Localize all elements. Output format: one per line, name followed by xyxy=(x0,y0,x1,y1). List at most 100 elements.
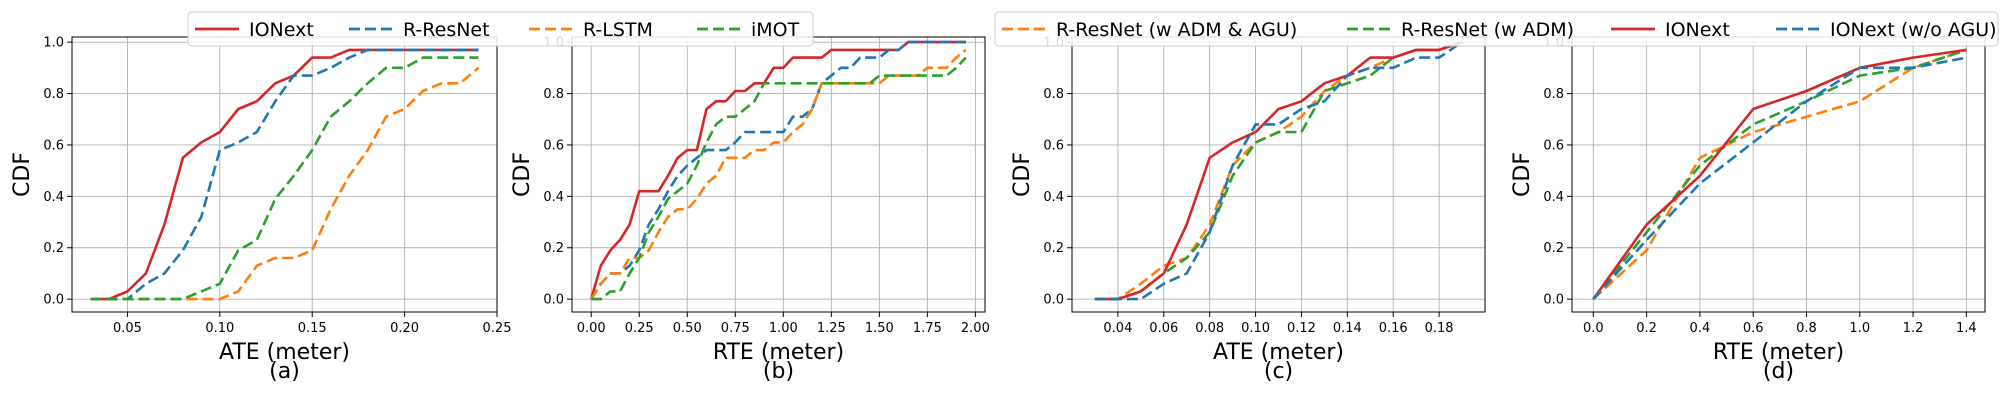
series-line-r-resnet-w-adm-agu xyxy=(1094,40,1463,301)
series-line-imot xyxy=(90,56,479,301)
legend-box xyxy=(187,11,814,47)
x-tick-label: 1.50 xyxy=(865,321,894,336)
panel-label: (b) xyxy=(763,359,794,384)
legend-item-label: R-LSTM xyxy=(583,19,653,41)
x-tick-label: 0.25 xyxy=(625,321,654,336)
y-tick-label: 0.4 xyxy=(1043,190,1064,205)
x-axis-label: RTE (meter) xyxy=(713,340,844,365)
x-tick-label: 0.00 xyxy=(577,321,606,336)
y-tick-label: 0.6 xyxy=(1043,138,1064,153)
y-tick-label: 1.0 xyxy=(43,36,64,51)
y-tick-label: 0.2 xyxy=(1543,241,1564,256)
legend-item-label: IONext xyxy=(1665,19,1730,41)
series-line-r-resnet-w-adm-agu xyxy=(1592,48,1967,301)
x-tick-label: 1.2 xyxy=(1903,321,1924,336)
y-axis-label: CDF xyxy=(510,152,535,197)
y-tick-label: 0.2 xyxy=(43,241,64,256)
x-tick-label: 0.15 xyxy=(298,321,327,336)
series-line-ionext xyxy=(589,40,966,300)
legend-item-label: R-ResNet xyxy=(403,19,490,41)
x-tick-label: 0.0 xyxy=(1583,321,1604,336)
y-axis-label: CDF xyxy=(10,152,35,197)
legend-item-label: IONext (w/o AGU) xyxy=(1830,19,1997,41)
x-tick-label: 1.4 xyxy=(1956,321,1977,336)
y-tick-label: 0.0 xyxy=(43,293,64,308)
x-tick-label: 0.4 xyxy=(1690,321,1711,336)
axes-frame xyxy=(571,36,986,313)
panel-label: (d) xyxy=(1763,359,1794,384)
x-tick-label: 0.6 xyxy=(1743,321,1764,336)
legend-item-label: iMOT xyxy=(751,19,800,41)
legend-item-label: R-ResNet (w ADM & AGU) xyxy=(1056,19,1297,41)
y-tick-label: 0.0 xyxy=(1043,293,1064,308)
x-tick-label: 0.75 xyxy=(721,321,750,336)
x-tick-label: 1.0 xyxy=(1849,321,1870,336)
panel-d: 0.00.20.40.60.81.01.21.40.00.20.40.60.81… xyxy=(1510,36,1986,384)
series-line-ionext-w-o-agu xyxy=(1094,41,1463,301)
series-line-imot xyxy=(591,56,967,301)
y-axis-label: CDF xyxy=(1510,152,1535,197)
x-tick-label: 0.05 xyxy=(113,321,142,336)
y-tick-label: 0.2 xyxy=(543,241,564,256)
series-group xyxy=(1094,40,1463,301)
series-line-r-lstm xyxy=(590,48,967,300)
panel-label: (c) xyxy=(1264,359,1293,384)
x-tick-label: 0.2 xyxy=(1636,321,1657,336)
y-tick-label: 0.2 xyxy=(1043,241,1064,256)
x-axis-label: ATE (meter) xyxy=(1213,340,1344,365)
y-tick-label: 0.0 xyxy=(1543,293,1564,308)
x-tick-label: 0.25 xyxy=(483,321,512,336)
y-tick-label: 0.8 xyxy=(1043,87,1064,102)
panel-b: 0.00 0.25 0.50 0.75 1.00 1.25 1.50 1.75 2.00 0.0 0… xyxy=(510,36,990,384)
series-line-ionext xyxy=(1094,40,1463,301)
panel-label: (a) xyxy=(269,359,300,384)
x-tick-label: 0.14 xyxy=(1333,321,1362,336)
series-group xyxy=(1592,48,1967,301)
series-line-r-resnet-w-adm xyxy=(1592,48,1967,300)
x-tick-label: 0.50 xyxy=(673,321,702,336)
x-tick-label: 1.00 xyxy=(769,321,798,336)
x-tick-label: 2.00 xyxy=(961,321,990,336)
x-tick-label: 0.12 xyxy=(1287,321,1316,336)
x-tick-label: 0.16 xyxy=(1379,321,1408,336)
legend-box xyxy=(994,11,1999,47)
legend-item-label: IONext xyxy=(249,19,314,41)
legend-2: R-ResNet (w ADM & AGU) R-ResNet (w ADM) IO… xyxy=(994,11,1999,47)
y-tick-label: 0.8 xyxy=(1543,87,1564,102)
x-tick-label: 0.20 xyxy=(390,321,419,336)
series-line-ionext xyxy=(1592,48,1967,300)
y-tick-label: 0.8 xyxy=(543,87,564,102)
x-tick-label: 0.08 xyxy=(1195,321,1224,336)
series-line-ionext-w-o-agu xyxy=(1592,56,1967,300)
y-tick-label: 0.6 xyxy=(43,138,64,153)
x-tick-label: 0.18 xyxy=(1425,321,1454,336)
panel-a: 0.05 0.10 0.15 0.20 0.25 0.0 0.2 0.4 0.6 0.8 1.0 AT… xyxy=(10,36,511,384)
y-tick-label: 0.0 xyxy=(543,293,564,308)
x-tick-label: 1.25 xyxy=(817,321,846,336)
y-tick-label: 0.8 xyxy=(43,87,64,102)
axes-frame xyxy=(1071,36,1486,313)
x-tick-label: 0.04 xyxy=(1103,321,1132,336)
series-group xyxy=(90,48,480,301)
y-tick-label: 0.4 xyxy=(43,190,64,205)
panel-c: 0.04 0.06 0.08 0.10 0.12 0.14 0.16 0.18 0.0 0.2 0.… xyxy=(1010,36,1486,384)
x-tick-label: 0.8 xyxy=(1796,321,1817,336)
series-line-r-resnet-w-adm xyxy=(1094,40,1463,301)
x-tick-label: 0.10 xyxy=(1241,321,1270,336)
y-tick-label: 0.6 xyxy=(543,138,564,153)
y-tick-label: 0.4 xyxy=(543,190,564,205)
series-group xyxy=(589,40,967,301)
series-line-r-resnet xyxy=(590,40,966,300)
legend-1: IONext R-ResNet R-LSTM iMOT xyxy=(187,11,814,47)
x-tick-label: 0.06 xyxy=(1149,321,1178,336)
x-tick-label: 0.10 xyxy=(205,321,234,336)
y-tick-label: 0.4 xyxy=(1543,190,1564,205)
y-axis-label: CDF xyxy=(1010,152,1035,197)
y-tick-label: 0.6 xyxy=(1543,138,1564,153)
series-line-r-resnet xyxy=(90,48,479,301)
legend-item-label: R-ResNet (w ADM) xyxy=(1401,19,1574,41)
x-axis-label: ATE (meter) xyxy=(219,340,350,365)
axes-frame xyxy=(1571,36,1986,313)
x-axis-label: RTE (meter) xyxy=(1713,340,1844,365)
